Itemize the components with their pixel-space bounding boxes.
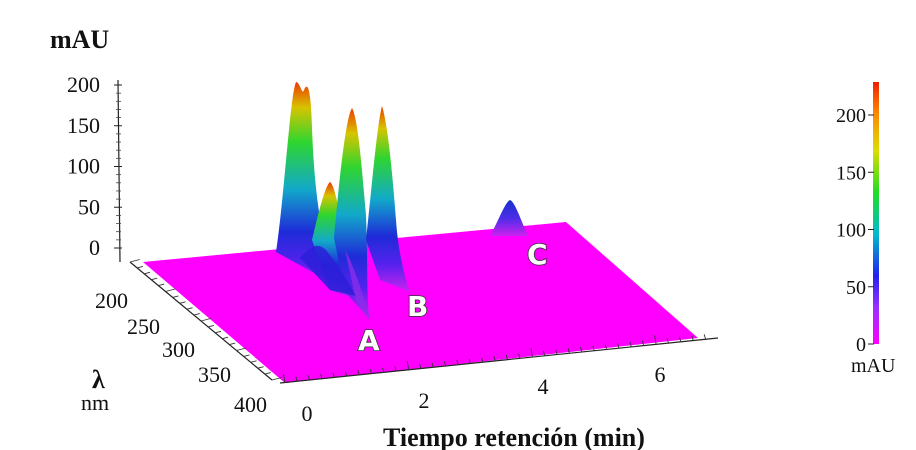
wavelength-tick-label-300: 300 bbox=[162, 337, 195, 362]
time-tick-mark bbox=[481, 357, 484, 363]
z-axis-label: mAU bbox=[50, 25, 109, 54]
wavelength-tick-mark bbox=[144, 271, 151, 275]
wavelength-tick-mark bbox=[165, 288, 176, 292]
time-tick-mark bbox=[283, 373, 286, 384]
time-tick-mark bbox=[382, 367, 385, 373]
wavelength-tick-mark bbox=[136, 265, 144, 269]
time-tick-mark bbox=[456, 359, 459, 366]
wavelength-tick-mark bbox=[243, 354, 250, 357]
time-tick-mark bbox=[666, 338, 669, 344]
wavelength-tick-mark bbox=[222, 336, 229, 340]
peak-front-shadow bbox=[300, 245, 356, 296]
colorbar-tick-label-50: 50 bbox=[846, 277, 866, 299]
wavelength-axis-unit: nm bbox=[81, 390, 109, 415]
z-tick-label-0: 0 bbox=[89, 235, 100, 260]
colorbar-ticks: 0 50 100 150 200 bbox=[836, 105, 874, 356]
time-tick-mark bbox=[344, 371, 348, 377]
time-tick-mark bbox=[394, 366, 397, 372]
time-tick-mark bbox=[530, 348, 533, 358]
wavelength-tick-mark bbox=[236, 347, 247, 351]
z-tick-label-200: 200 bbox=[67, 72, 100, 97]
z-axis-line bbox=[117, 79, 121, 263]
peaks-group bbox=[276, 82, 528, 320]
colorbar-tick-label-150: 150 bbox=[836, 162, 866, 184]
time-tick-mark bbox=[443, 361, 447, 367]
time-tick-mark bbox=[369, 368, 373, 375]
time-tick-mark bbox=[431, 362, 434, 368]
base-plane bbox=[143, 222, 698, 383]
time-tick-mark bbox=[493, 356, 496, 362]
time-tick-mark bbox=[468, 358, 472, 364]
time-tick-mark bbox=[307, 375, 311, 381]
colorbar-label: mAU bbox=[851, 355, 896, 377]
wavelength-tick-label-250: 250 bbox=[127, 314, 160, 339]
colorbar-tick-label-0: 0 bbox=[856, 334, 866, 356]
peak-label-B: B bbox=[407, 290, 428, 323]
peak-label-C: C bbox=[527, 238, 548, 271]
peak-B-surface bbox=[366, 106, 410, 292]
wavelength-axis-label: λ bbox=[92, 365, 105, 394]
wavelength-tick-mark bbox=[151, 277, 158, 281]
time-tick-mark bbox=[357, 370, 360, 376]
time-tick-mark bbox=[320, 374, 323, 380]
time-axis-line bbox=[279, 337, 719, 384]
time-tick-mark bbox=[678, 336, 682, 342]
time-tick-mark bbox=[654, 335, 657, 345]
wavelength-tick-mark bbox=[186, 307, 193, 310]
time-tick-mark bbox=[406, 361, 410, 371]
time-tick-label-2: 2 bbox=[419, 388, 430, 413]
peak-label-A: A bbox=[358, 324, 380, 357]
time-tick-label-4: 4 bbox=[538, 374, 549, 399]
time-tick-mark bbox=[579, 347, 583, 353]
z-tick-label-50: 50 bbox=[78, 194, 100, 219]
time-tick-label-6: 6 bbox=[655, 362, 666, 387]
time-axis-label: Tiempo retención (min) bbox=[383, 423, 645, 450]
time-tick-mark bbox=[703, 334, 707, 340]
time-axis-ticks: 0 2 4 6 bbox=[283, 334, 707, 426]
time-tick-mark bbox=[617, 343, 620, 349]
wavelength-tick-mark bbox=[257, 366, 264, 369]
time-tick-mark bbox=[567, 348, 570, 354]
peak-1-surface bbox=[276, 82, 356, 296]
z-tick-label-100: 100 bbox=[67, 154, 100, 179]
z-axis-ticks: 0 50 100 150 200 bbox=[67, 72, 122, 260]
wavelength-tick-mark bbox=[129, 259, 140, 263]
wavelength-tick-mark bbox=[207, 324, 215, 328]
wavelength-tick-mark bbox=[215, 330, 222, 334]
z-tick-label-150: 150 bbox=[67, 113, 100, 138]
time-tick-mark bbox=[604, 344, 608, 350]
peak-A-surface bbox=[334, 108, 370, 320]
colorbar-tick-label-100: 100 bbox=[836, 220, 866, 242]
time-tick-label-0: 0 bbox=[302, 401, 313, 426]
wavelength-tick-mark bbox=[271, 377, 282, 381]
wavelength-tick-mark bbox=[179, 301, 186, 304]
wavelength-tick-label-400: 400 bbox=[234, 392, 267, 417]
wavelength-tick-label-200: 200 bbox=[95, 288, 128, 313]
wavelength-tick-mark bbox=[250, 360, 257, 363]
wavelength-tick-mark bbox=[264, 372, 271, 375]
time-tick-mark bbox=[332, 372, 335, 378]
time-tick-mark bbox=[641, 340, 645, 346]
wavelength-tick-mark bbox=[229, 342, 236, 346]
time-tick-mark bbox=[592, 345, 595, 351]
time-tick-mark bbox=[419, 363, 422, 369]
time-tick-mark bbox=[629, 341, 632, 348]
colorbar-tick-label-200: 200 bbox=[836, 105, 866, 127]
peak-C-surface bbox=[490, 200, 528, 236]
wavelength-tick-mark bbox=[158, 283, 165, 287]
wavelength-tick-label-350: 350 bbox=[198, 362, 231, 387]
wavelength-tick-mark bbox=[193, 313, 200, 316]
colorbar bbox=[873, 82, 879, 344]
wavelength-tick-mark bbox=[200, 318, 211, 322]
time-tick-mark bbox=[691, 335, 694, 341]
time-tick-mark bbox=[505, 354, 509, 360]
time-tick-mark bbox=[542, 350, 546, 357]
time-tick-mark bbox=[518, 353, 521, 359]
peak-A-ridge bbox=[345, 250, 370, 320]
time-tick-mark bbox=[555, 349, 558, 355]
wavelength-tick-mark bbox=[172, 295, 179, 298]
time-tick-mark bbox=[295, 376, 298, 382]
